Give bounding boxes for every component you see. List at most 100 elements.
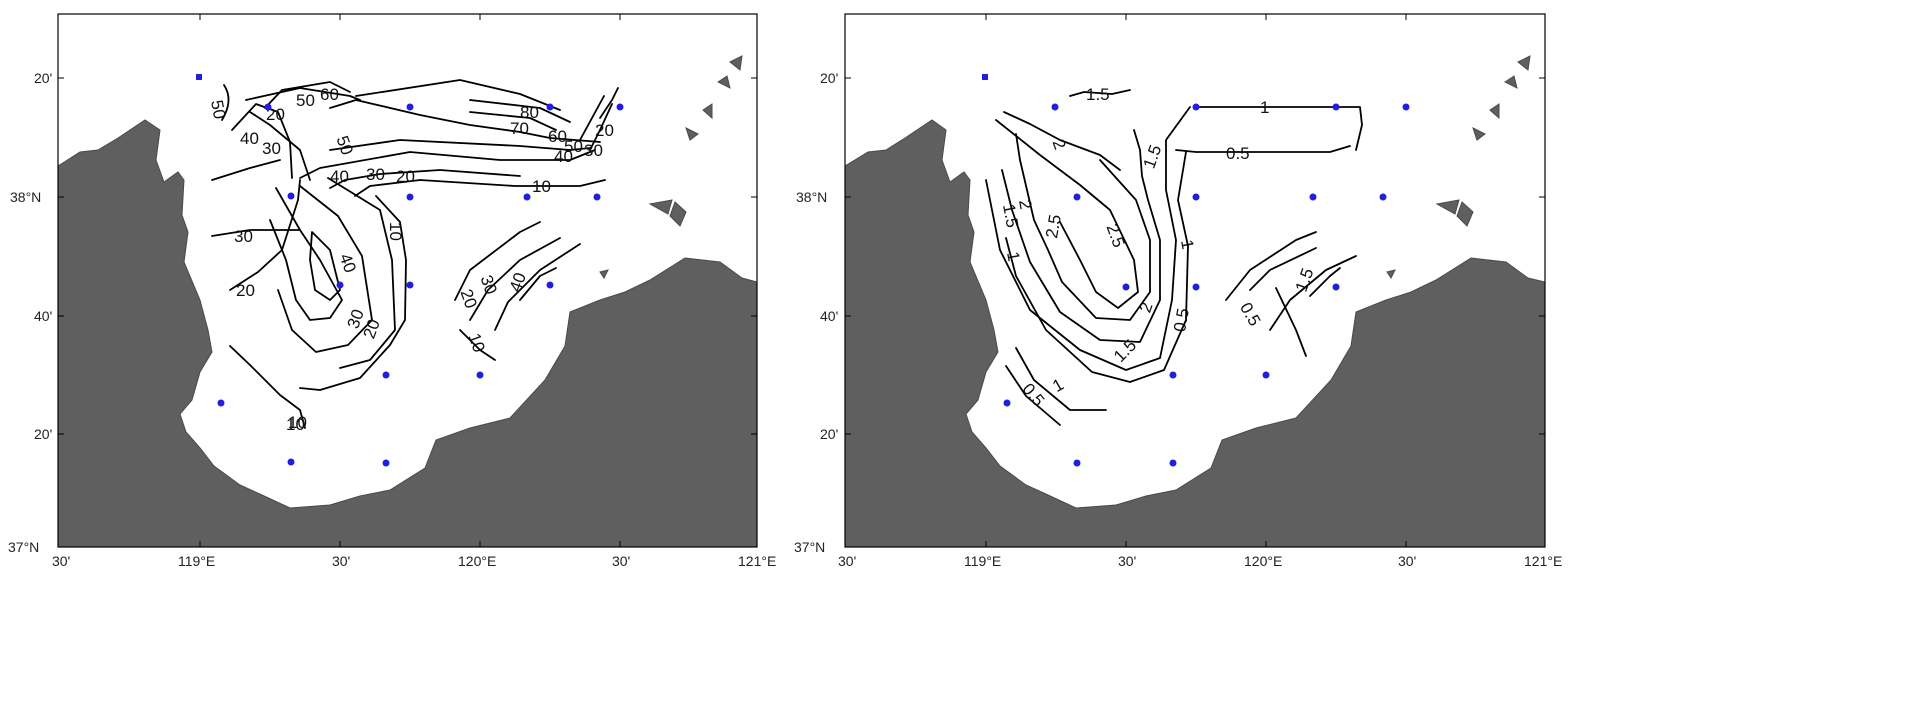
contour-label: 1.5 (999, 203, 1022, 230)
left-island-3 (702, 103, 713, 120)
y-tick-label: 40' (34, 308, 52, 324)
right-island-4 (1472, 127, 1486, 141)
x-tick-label: 119°E (964, 553, 1001, 569)
station-marker (1379, 193, 1387, 201)
station-marker (1192, 283, 1200, 291)
contour-label: 1 (1177, 238, 1197, 251)
right-land-west-coast (844, 119, 1546, 548)
right-island-2 (1504, 75, 1518, 89)
contour-label: 30 (234, 227, 253, 246)
contour-label: 10 (386, 222, 405, 241)
right-tick-marks (845, 14, 1545, 547)
contour-label: 1 (1260, 98, 1269, 117)
contour-label: 2 (1135, 300, 1156, 315)
contour-label: 1 (1003, 250, 1023, 263)
right-y-axis-labels: 37°N 20' 40' 38°N 20' (794, 70, 838, 555)
x-tick-label: 121°E (738, 553, 776, 569)
contour-label: 40 (330, 167, 349, 186)
left-island-4 (685, 127, 699, 141)
station-marker (1003, 399, 1011, 407)
x-tick-label: 119°E (178, 553, 215, 569)
station-marker (217, 399, 225, 407)
station-marker (382, 371, 390, 379)
left-contour-labels: 50 60 50 20 40 30 50 80 70 60 50 40 30 2… (207, 85, 614, 434)
contour-label: 2.5 (1042, 213, 1065, 240)
right-contour-lines (985, 89, 1363, 426)
x-tick-label: 30' (1118, 553, 1136, 569)
contour-label: 10 (532, 177, 551, 196)
station-marker (476, 371, 484, 379)
station-marker (1309, 193, 1317, 201)
right-stations (982, 74, 1410, 467)
contour-label: 10 (286, 415, 305, 434)
contour-label: 60 (320, 85, 339, 104)
y-tick-label: 37°N (794, 539, 825, 555)
station-marker (264, 103, 272, 111)
contour-label: 10 (464, 331, 488, 355)
station-marker (1192, 103, 1200, 111)
contour-label: 0.5 (1018, 380, 1048, 410)
right-island-1 (1517, 55, 1531, 71)
station-marker (546, 103, 554, 111)
contour-label: 40 (240, 129, 259, 148)
y-tick-label: 20' (34, 70, 52, 86)
y-tick-label: 20' (34, 426, 52, 442)
station-marker (1169, 459, 1177, 467)
contour-label: 40 (554, 147, 573, 166)
contour-label: 20 (266, 105, 285, 124)
x-tick-label: 30' (612, 553, 630, 569)
y-tick-label: 20' (820, 70, 838, 86)
x-tick-label: 30' (838, 553, 856, 569)
contour-label: 30 (262, 139, 281, 158)
right-island-5 (1435, 199, 1460, 215)
contour-label: 30 (476, 273, 500, 297)
left-island-2 (717, 75, 731, 89)
right-map-frame (844, 13, 1546, 548)
contour-label: 50 (296, 91, 315, 110)
left-stations (196, 74, 624, 467)
y-tick-label: 20' (820, 426, 838, 442)
contour-label: 20 (236, 281, 255, 300)
contour-label: 20 (595, 121, 614, 140)
station-marker (616, 103, 624, 111)
right-island-3 (1489, 103, 1500, 120)
contour-label: 2.5 (1103, 221, 1129, 250)
left-land-west-coast (57, 119, 758, 548)
right-island-7 (1386, 269, 1396, 279)
left-island-5 (648, 199, 673, 215)
left-x-axis-labels: 30' 119°E 30' 120°E 30' 121°E (52, 553, 776, 569)
station-marker (1332, 103, 1340, 111)
contour-label: 50 (333, 133, 357, 157)
y-tick-label: 40' (820, 308, 838, 324)
left-island-1 (729, 55, 743, 71)
contour-label: 20 (396, 167, 415, 186)
contour-label: 50 (207, 99, 229, 121)
contour-label: 10 (288, 413, 307, 432)
contour-label: 1.5 (1086, 85, 1110, 104)
contour-label: 1.5 (1292, 266, 1318, 295)
left-island-6 (669, 201, 687, 227)
x-tick-label: 120°E (1244, 553, 1282, 569)
contour-label: 30 (366, 165, 385, 184)
y-tick-label: 37°N (8, 539, 39, 555)
station-marker (546, 281, 554, 289)
station-marker (336, 281, 344, 289)
station-marker (982, 74, 988, 80)
station-marker (406, 193, 414, 201)
station-marker (523, 193, 531, 201)
x-tick-label: 30' (332, 553, 350, 569)
contour-label: 30 (584, 141, 603, 160)
left-contour-lines (211, 79, 619, 429)
x-tick-label: 120°E (458, 553, 496, 569)
station-marker (1332, 283, 1340, 291)
contour-label: 1 (1049, 375, 1067, 396)
station-marker (382, 459, 390, 467)
right-map-panel: 1.5 1 0.5 2 1.5 1.5 2 2.5 2.5 1 1 2 0.5 … (794, 13, 1562, 569)
left-map-panel: 50 60 50 20 40 30 50 80 70 60 50 40 30 2… (8, 13, 776, 569)
y-tick-label: 38°N (796, 189, 827, 205)
station-marker (1169, 371, 1177, 379)
station-marker (1262, 371, 1270, 379)
station-marker (1122, 283, 1130, 291)
left-map-frame (57, 13, 758, 548)
